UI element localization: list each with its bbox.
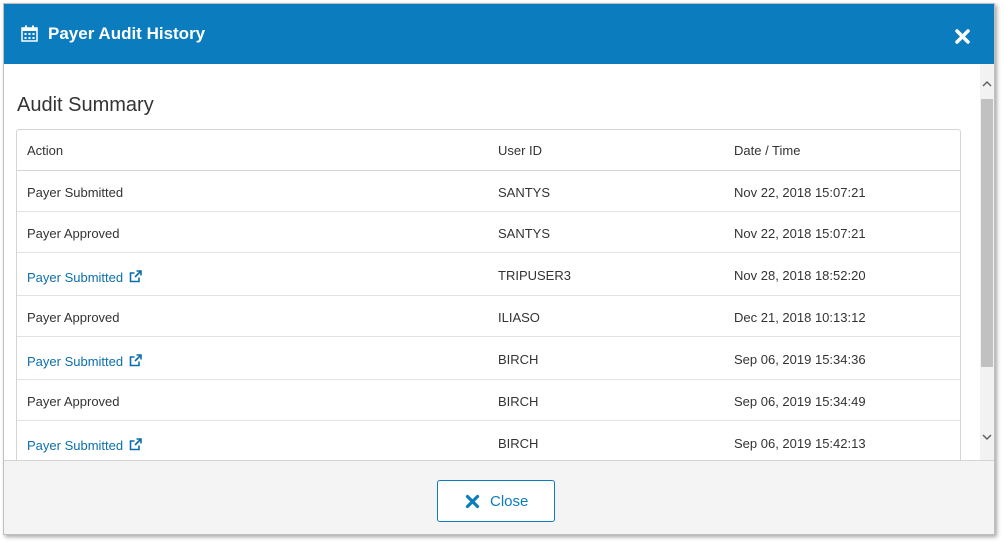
table-row: Payer Submitted BIRCH Sep 06, 2019 15:42… [17,421,960,460]
date-time-cell: Dec 21, 2018 10:13:12 [734,310,866,325]
payer-audit-history-dialog: Payer Audit History Audit Summary Action… [3,3,995,535]
date-time-cell: Sep 06, 2019 15:34:36 [734,352,866,367]
user-id-cell: BIRCH [498,436,539,451]
table-row: Payer Submitted BIRCH Sep 06, 2019 15:34… [17,337,960,380]
date-time-cell: Nov 28, 2018 18:52:20 [734,268,866,283]
table-header: Action User ID Date / Time [17,130,960,171]
table-row: Payer Approved ILIASO Dec 21, 2018 10:13… [17,296,960,337]
close-button-label[interactable]: Close [490,493,529,510]
user-id-cell: BIRCH [498,352,539,367]
action-cell: Payer Approved [27,226,120,241]
user-id-cell: SANTYS [498,185,551,200]
date-time-cell: Sep 06, 2019 15:42:13 [734,436,866,451]
action-link-label[interactable]: Payer Submitted [27,354,124,369]
date-time-cell: Nov 22, 2018 15:07:21 [734,226,866,241]
action-cell: Payer Submitted [27,185,124,200]
table-row: Payer Submitted TRIPUSER3 Nov 28, 2018 1… [17,253,960,296]
date-time-cell: Nov 22, 2018 15:07:21 [734,185,866,200]
user-id-cell: BIRCH [498,394,539,409]
action-link-label[interactable]: Payer Submitted [27,270,124,285]
column-header-user-id: User ID [498,143,543,158]
scroll-up-arrow-icon[interactable] [981,78,993,90]
action-link[interactable]: Payer Submitted [27,270,142,285]
audit-table: Action User ID Date / Time Payer Submitt… [16,129,961,460]
user-id-cell: ILIASO [498,310,540,325]
calendar-icon [21,25,38,42]
action-link[interactable]: Payer Submitted [27,438,142,453]
dialog-footer: Close [4,460,994,534]
user-id-cell: TRIPUSER3 [498,268,571,283]
column-header-action: Action [27,143,64,158]
dialog-titlebar: Payer Audit History [4,4,994,64]
table-row: Payer Approved BIRCH Sep 06, 2019 15:34:… [17,380,960,421]
external-link-icon[interactable] [129,354,142,367]
close-icon[interactable] [465,494,480,509]
external-link-icon[interactable] [129,270,142,283]
external-link-icon[interactable] [129,438,142,451]
table-row: Payer Submitted SANTYS Nov 22, 2018 15:0… [17,171,960,212]
action-cell: Payer Approved [27,310,120,325]
action-cell: Payer Approved [27,394,120,409]
scrollbar-thumb[interactable] [981,99,993,367]
date-time-cell: Sep 06, 2019 15:34:49 [734,394,866,409]
close-icon[interactable] [954,28,971,45]
close-button[interactable]: Close [437,480,555,522]
user-id-cell: SANTYS [498,226,551,241]
action-link-label[interactable]: Payer Submitted [27,438,124,453]
dialog-title: Payer Audit History [48,24,206,43]
table-row: Payer Approved SANTYS Nov 22, 2018 15:07… [17,212,960,253]
column-header-date-time: Date / Time [734,143,801,158]
section-title: Audit Summary [17,94,154,116]
scroll-down-arrow-icon[interactable] [981,431,993,443]
action-link[interactable]: Payer Submitted [27,354,142,369]
vertical-scrollbar[interactable] [980,64,994,460]
dialog-content: Audit Summary Action User ID Date / Time… [4,64,979,460]
